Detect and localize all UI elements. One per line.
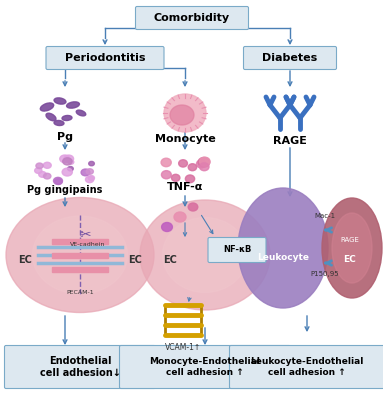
Ellipse shape (85, 176, 94, 183)
Text: P150,95: P150,95 (311, 271, 339, 277)
FancyBboxPatch shape (208, 238, 266, 262)
Text: Diabetes: Diabetes (262, 53, 318, 63)
FancyArrow shape (52, 266, 108, 272)
Text: Pg: Pg (57, 132, 73, 142)
Text: VCAM-1↑: VCAM-1↑ (165, 342, 201, 352)
Ellipse shape (238, 188, 328, 308)
Ellipse shape (34, 168, 42, 173)
Text: Monocyte: Monocyte (155, 134, 215, 144)
FancyBboxPatch shape (136, 6, 249, 30)
Ellipse shape (162, 171, 171, 179)
Ellipse shape (188, 203, 198, 211)
Ellipse shape (64, 155, 74, 162)
Text: RAGE: RAGE (273, 136, 307, 146)
Ellipse shape (67, 166, 73, 171)
Ellipse shape (62, 168, 72, 176)
Ellipse shape (172, 174, 180, 181)
Ellipse shape (62, 116, 72, 120)
Ellipse shape (188, 164, 196, 171)
Text: Endothelial
cell adhesion↓: Endothelial cell adhesion↓ (39, 356, 120, 378)
Ellipse shape (46, 113, 56, 121)
Ellipse shape (140, 200, 270, 310)
Text: Leukocyte: Leukocyte (257, 254, 309, 262)
Text: TNF-α: TNF-α (167, 182, 203, 192)
Ellipse shape (88, 176, 95, 180)
Ellipse shape (43, 162, 51, 168)
Ellipse shape (322, 198, 382, 298)
Text: Leukocyte-Endothelial
cell adhesion ↑: Leukocyte-Endothelial cell adhesion ↑ (250, 357, 364, 377)
Text: Mac-1: Mac-1 (314, 213, 336, 219)
Text: EC: EC (18, 255, 32, 265)
Ellipse shape (196, 160, 206, 168)
Ellipse shape (67, 102, 79, 108)
Text: Pg gingipains: Pg gingipains (27, 185, 103, 195)
Ellipse shape (40, 103, 54, 111)
Ellipse shape (161, 158, 171, 167)
FancyBboxPatch shape (244, 46, 337, 70)
Text: Monocyte-Endothelial
cell adhesion ↑: Monocyte-Endothelial cell adhesion ↑ (150, 357, 260, 377)
Ellipse shape (332, 213, 372, 283)
Text: ✂: ✂ (79, 228, 91, 242)
Text: EC: EC (163, 255, 177, 265)
Ellipse shape (200, 163, 209, 171)
FancyBboxPatch shape (46, 46, 164, 70)
Text: Comorbidity: Comorbidity (154, 13, 230, 23)
Ellipse shape (60, 155, 70, 163)
Ellipse shape (36, 163, 43, 168)
Ellipse shape (170, 105, 194, 125)
Ellipse shape (162, 222, 172, 232)
FancyArrow shape (52, 238, 108, 244)
Text: PECAM-1: PECAM-1 (66, 290, 94, 296)
Ellipse shape (6, 198, 154, 312)
Text: VE-cadhein: VE-cadhein (70, 242, 106, 247)
Text: EC: EC (344, 256, 356, 264)
Ellipse shape (44, 173, 51, 179)
Text: Periodontitis: Periodontitis (65, 53, 145, 63)
Ellipse shape (39, 172, 46, 177)
Text: EC: EC (128, 255, 142, 265)
FancyBboxPatch shape (5, 346, 155, 388)
Ellipse shape (86, 169, 93, 174)
Ellipse shape (89, 162, 94, 166)
Ellipse shape (164, 94, 206, 132)
Ellipse shape (76, 110, 86, 116)
Text: NF-κB: NF-κB (223, 246, 251, 254)
Ellipse shape (198, 158, 210, 167)
Text: RAGE: RAGE (340, 237, 359, 243)
FancyArrow shape (52, 252, 108, 258)
FancyBboxPatch shape (119, 346, 290, 388)
Ellipse shape (55, 179, 62, 184)
Ellipse shape (54, 120, 64, 126)
Ellipse shape (200, 157, 210, 166)
Ellipse shape (68, 160, 74, 164)
Ellipse shape (54, 98, 66, 104)
Ellipse shape (162, 218, 247, 292)
FancyBboxPatch shape (229, 346, 383, 388)
Ellipse shape (63, 158, 72, 165)
Ellipse shape (185, 175, 195, 183)
Ellipse shape (54, 177, 62, 184)
Ellipse shape (81, 169, 90, 176)
Ellipse shape (33, 216, 128, 294)
Ellipse shape (174, 212, 186, 222)
Ellipse shape (178, 160, 187, 167)
